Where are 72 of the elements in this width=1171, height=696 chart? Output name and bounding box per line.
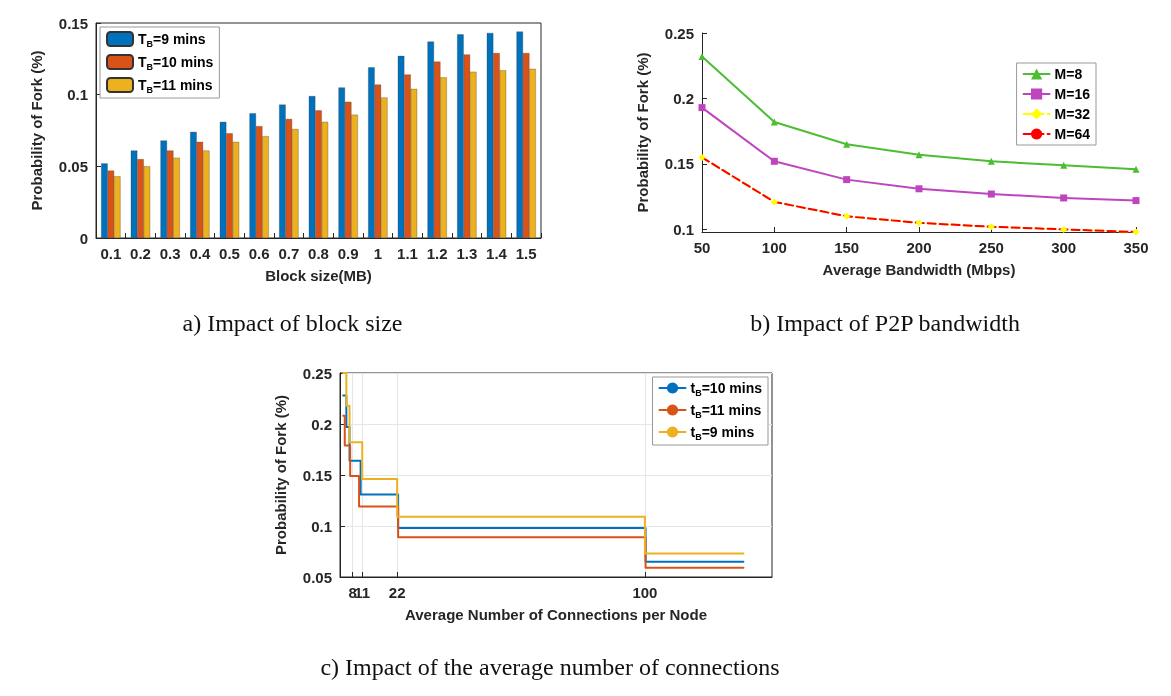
point	[843, 140, 851, 148]
x-tick-label: 50	[693, 239, 711, 256]
x-tick-label: 1.5	[515, 245, 537, 262]
text: c) Impact of the average number of connections	[320, 654, 780, 680]
x-tick-label: 350	[1123, 239, 1149, 256]
y-tick-label: 0.25	[302, 364, 332, 382]
point	[843, 176, 851, 184]
y-tick-label: 0	[79, 229, 88, 247]
y-tick-label: 0.1	[673, 220, 694, 238]
text: b) Impact of P2P bandwidth	[750, 310, 1020, 336]
text: a) Impact of block size	[182, 310, 403, 336]
x-tick-label: 1.4	[486, 245, 508, 262]
x-tick-label: 250	[978, 239, 1004, 256]
point	[915, 151, 923, 159]
point	[1132, 165, 1140, 173]
x-tick-label: 300	[1051, 239, 1077, 256]
x-axis-title: Average Number of Connections per Node	[405, 606, 707, 623]
y-tick-label: 0.05	[302, 568, 332, 586]
point	[770, 198, 778, 206]
x-tick-label: 0.9	[337, 245, 359, 262]
y-tick-label: 0.2	[673, 89, 694, 107]
x-tick-label: 8	[348, 584, 357, 601]
point	[698, 104, 706, 112]
x-tick-label: 0.5	[219, 245, 240, 262]
point	[1060, 161, 1068, 169]
point	[1132, 197, 1140, 205]
x-tick-label: 0.6	[248, 245, 270, 262]
x-tick-label: 0.2	[130, 245, 151, 262]
y-tick-label: 0.2	[311, 415, 332, 433]
y-axis-title: Probability of Fork (%)	[634, 52, 651, 213]
y-tick-label: 0.1	[67, 86, 88, 104]
point	[843, 212, 851, 220]
point	[987, 190, 995, 198]
point	[698, 153, 706, 161]
legend-label: M=8	[1054, 66, 1083, 82]
legend-label: M=32	[1054, 106, 1091, 122]
x-tick-label: 1.2	[426, 245, 448, 262]
y-axis-title: Probability of Fork (%)	[28, 50, 45, 211]
x-tick-label: 1.3	[456, 245, 478, 262]
x-tick-label: 0.7	[278, 245, 300, 262]
y-tick-label: 0.15	[664, 155, 694, 173]
y-tick-label: 0.05	[58, 157, 88, 175]
x-tick-label: 1	[373, 245, 383, 262]
y-tick-label: 0.15	[58, 14, 88, 32]
x-tick-label: 200	[906, 239, 932, 256]
x-tick-label: 1.1	[397, 245, 418, 262]
point	[698, 53, 706, 61]
legend-label: M=64	[1054, 126, 1091, 142]
x-axis-title: Average Bandwidth (Mbps)	[822, 261, 1016, 278]
y-tick-label: 0.1	[311, 517, 332, 535]
point	[987, 223, 995, 231]
y-axis-title: Probability of Fork (%)	[272, 394, 289, 556]
point	[1060, 225, 1068, 233]
x-tick-label: 11	[354, 584, 371, 601]
point	[987, 157, 995, 165]
x-tick-label: 100	[632, 584, 658, 601]
point	[915, 185, 923, 193]
x-tick-label: 150	[834, 239, 860, 256]
y-tick-label: 0.25	[664, 24, 694, 42]
x-tick-label: 0.8	[308, 245, 329, 262]
y-tick-label: 0.15	[302, 466, 332, 484]
x-axis-title: Block size(MB)	[265, 267, 372, 284]
legend-label: M=16	[1054, 86, 1091, 102]
x-tick-label: 0.4	[189, 245, 211, 262]
point	[1060, 194, 1068, 202]
x-tick-label: 0.3	[159, 245, 181, 262]
x-tick-label: 22	[388, 584, 406, 601]
point	[770, 118, 778, 126]
x-tick-label: 100	[761, 239, 787, 256]
point	[915, 219, 923, 227]
point	[770, 157, 778, 165]
x-tick-label: 0.1	[100, 245, 122, 262]
